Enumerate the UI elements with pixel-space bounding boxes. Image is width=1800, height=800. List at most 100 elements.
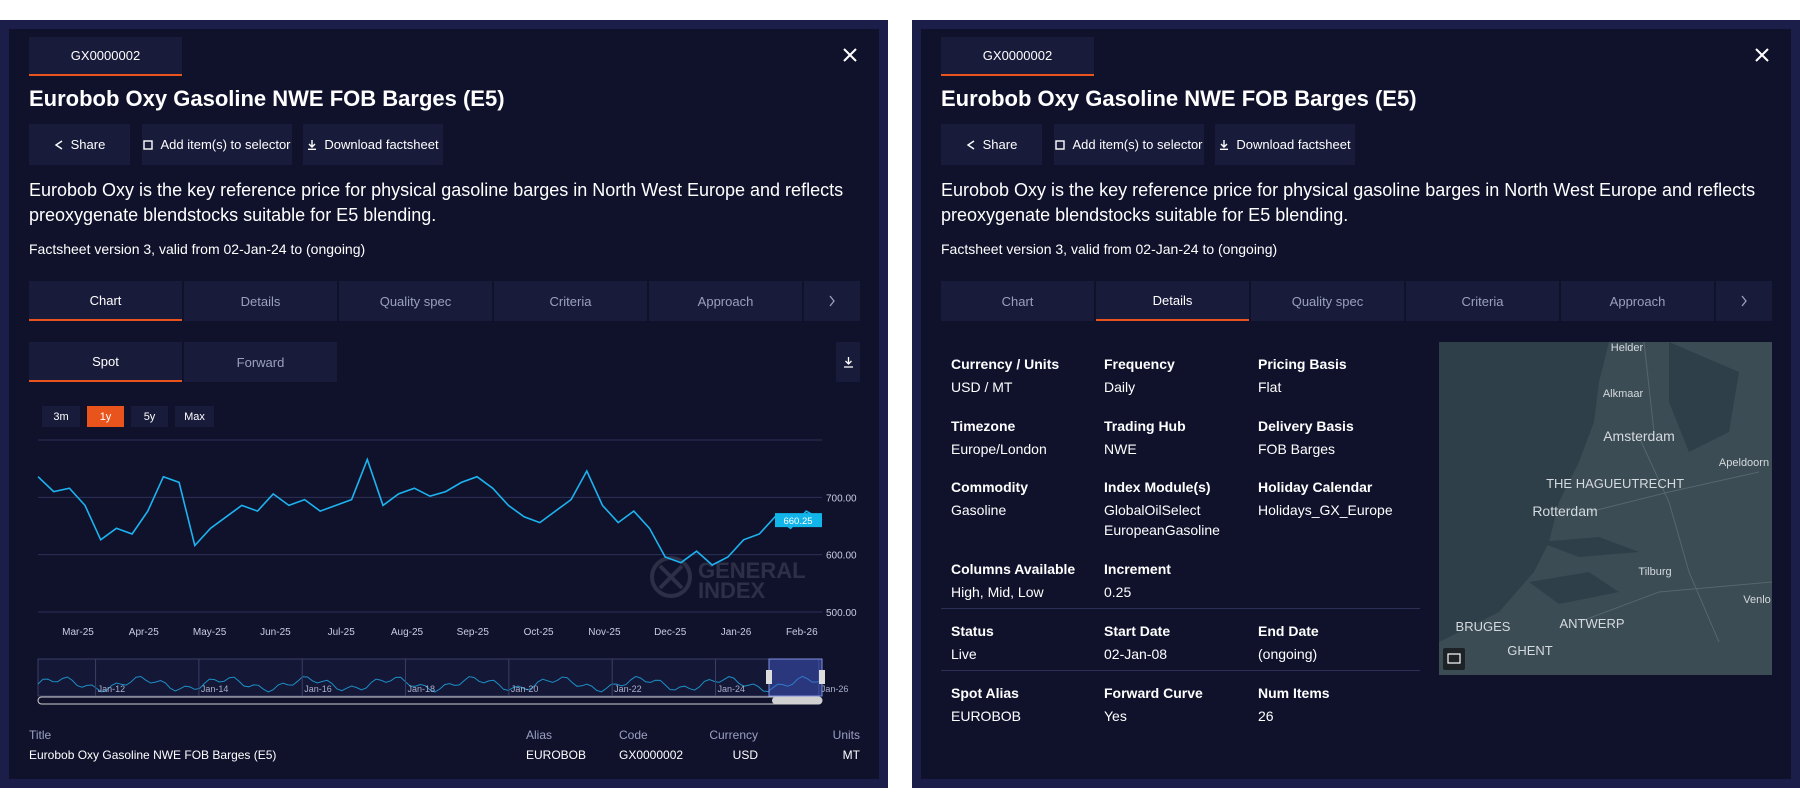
subtab[interactable]: Spot xyxy=(29,342,182,382)
tab[interactable]: Chart xyxy=(941,281,1094,321)
subtab[interactable]: Forward xyxy=(184,342,337,382)
navigator-label: Jan-14 xyxy=(201,684,229,694)
range-button[interactable]: 1y xyxy=(87,406,124,427)
square-glyph xyxy=(143,139,154,150)
code-tab[interactable]: GX0000002 xyxy=(29,37,182,76)
chart-download[interactable] xyxy=(836,342,860,382)
field-value: EUROBOB xyxy=(951,708,1022,724)
map-label: Apeldoorn xyxy=(1719,457,1769,469)
field-label: Status xyxy=(951,623,994,639)
map[interactable]: Helder Alkmaar Amsterdam Apeldoorn THE HAGUE… xyxy=(1439,342,1772,675)
tab[interactable]: Criteria xyxy=(494,281,647,321)
field-value: FOB Barges xyxy=(1258,441,1336,457)
code-label: GX0000002 xyxy=(70,48,141,63)
navigator-label: Jan-12 xyxy=(98,684,126,694)
footer-header: Code xyxy=(619,728,648,742)
tab-label: Approach xyxy=(1609,293,1666,309)
tab-label: Details xyxy=(1152,292,1193,308)
range-button[interactable]: Max xyxy=(175,406,214,427)
field-value: Holidays_GX_Europe xyxy=(1258,502,1393,518)
separator xyxy=(941,608,1420,609)
close-icon xyxy=(843,48,857,62)
watermark-text: INDEX xyxy=(698,578,766,603)
footer-value: Eurobob Oxy Gasoline NWE FOB Barges (E5) xyxy=(29,748,277,762)
field-label: Forward Curve xyxy=(1104,685,1203,701)
button-label: Add item(s) to selector xyxy=(1072,137,1203,152)
tab[interactable]: Approach xyxy=(649,281,802,321)
description: Eurobob Oxy is the key reference price f… xyxy=(941,180,1756,225)
range-button[interactable]: 5y xyxy=(131,406,168,427)
navigator-line xyxy=(37,675,823,693)
action-button[interactable]: Download factsheet xyxy=(303,124,443,165)
navigator-label: Jan-20 xyxy=(511,684,539,694)
button-label: Download factsheet xyxy=(1236,137,1351,152)
action-button[interactable]: Add item(s) to selector xyxy=(1054,124,1204,165)
tab[interactable]: Approach xyxy=(1561,281,1714,321)
tab[interactable]: Chart xyxy=(29,281,182,321)
last-value-badge xyxy=(775,513,822,528)
code-tab[interactable]: GX0000002 xyxy=(941,37,1094,76)
field-value: 26 xyxy=(1258,708,1274,724)
field-label: Frequency xyxy=(1104,356,1175,372)
version: Factsheet version 3, valid from 02-Jan-2… xyxy=(29,241,366,257)
last-value-label: 660.25 xyxy=(783,516,812,527)
version: Factsheet version 3, valid from 02-Jan-2… xyxy=(941,241,1278,257)
field-label: Commodity xyxy=(951,479,1028,495)
scrollbar-thumb xyxy=(772,697,822,704)
tab-scroll[interactable] xyxy=(804,281,860,321)
action-button[interactable]: Share xyxy=(29,124,130,165)
close-button[interactable] xyxy=(840,45,860,65)
field-value: (ongoing) xyxy=(1258,646,1318,662)
subtab-label: Spot xyxy=(92,353,119,369)
download-glyph xyxy=(308,139,317,150)
action-button[interactable]: Share xyxy=(941,124,1042,165)
navigator-label: Jan-26 xyxy=(821,684,849,694)
field-label: Num Items xyxy=(1258,685,1330,701)
price-line xyxy=(37,457,823,566)
action-button[interactable]: Download factsheet xyxy=(1215,124,1355,165)
tab[interactable]: Criteria xyxy=(1406,281,1559,321)
tab[interactable]: Quality spec xyxy=(1251,281,1404,321)
navigator-handle[interactable] xyxy=(766,670,772,684)
navigator-label: Jan-16 xyxy=(304,684,332,694)
field-label: Pricing Basis xyxy=(1258,356,1347,372)
tab[interactable]: Details xyxy=(1096,281,1249,321)
button-icon xyxy=(1055,139,1066,150)
map-label: Venlo xyxy=(1743,594,1771,606)
close-stroke xyxy=(843,48,857,62)
watermark-logo xyxy=(650,556,692,598)
button-icon xyxy=(1220,139,1229,150)
tab-scroll[interactable] xyxy=(1716,281,1772,321)
chevron-glyph xyxy=(829,295,835,307)
tab-label: Criteria xyxy=(549,293,592,309)
tab[interactable]: Details xyxy=(184,281,337,321)
field-label: Increment xyxy=(1104,561,1171,577)
navigator-label: Jan-22 xyxy=(614,684,642,694)
subtab-label: Forward xyxy=(236,354,285,370)
chart: 500.00 600.00 700.00 Mar-25 Apr-25 May-25 Jun-… xyxy=(37,439,857,705)
x-tick-label: May-25 xyxy=(193,627,227,638)
title: Eurobob Oxy Gasoline NWE FOB Barges (E5) xyxy=(941,86,1417,111)
share-glyph xyxy=(54,139,63,150)
chevron xyxy=(829,295,835,307)
field-value: 0.25 xyxy=(1104,584,1132,600)
field-label: Spot Alias xyxy=(951,685,1019,701)
field-value: USD / MT xyxy=(951,379,1013,395)
tab-label: Details xyxy=(240,293,281,309)
y-tick-label: 700.00 xyxy=(826,493,857,504)
range-button[interactable]: 3m xyxy=(42,406,80,427)
download-icon xyxy=(843,356,853,368)
range-label: Max xyxy=(184,410,205,423)
button-icon xyxy=(966,139,975,150)
tab-label: Quality spec xyxy=(1291,293,1364,309)
tab[interactable]: Quality spec xyxy=(339,281,492,321)
footer-header: Currency xyxy=(709,728,758,742)
navigator-label: Jan-24 xyxy=(718,684,746,694)
action-button[interactable]: Add item(s) to selector xyxy=(142,124,292,165)
range-label: 1y xyxy=(99,410,112,423)
close-button[interactable] xyxy=(1752,45,1772,65)
x-tick-label: Mar-25 xyxy=(62,627,94,638)
y-tick-label: 500.00 xyxy=(826,608,857,619)
close-stroke xyxy=(1755,48,1769,62)
